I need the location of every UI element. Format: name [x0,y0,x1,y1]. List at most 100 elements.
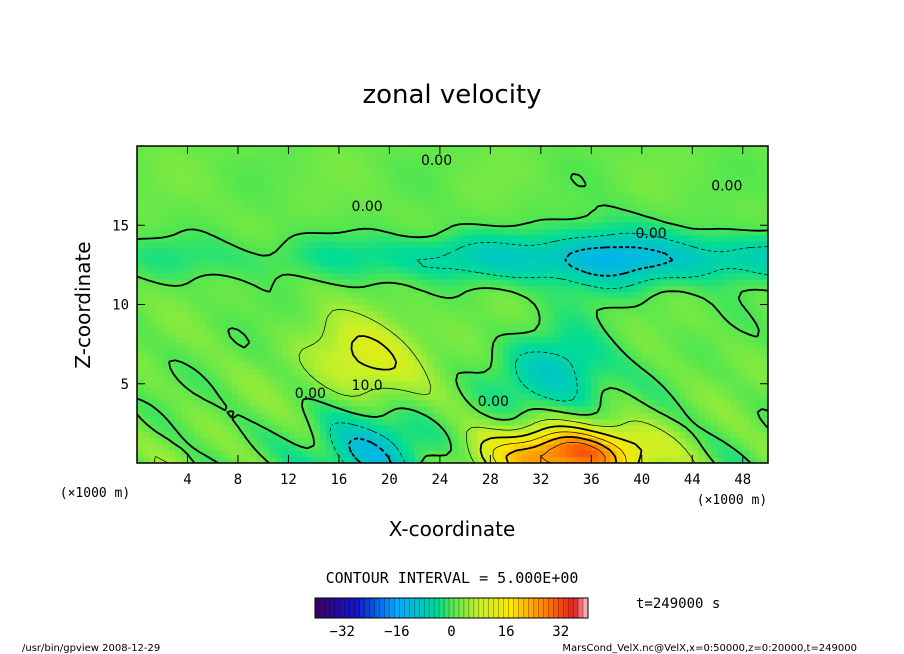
heatmap-cell [534,260,542,268]
heatmap-cell [490,317,498,325]
heatmap-cell [654,196,662,204]
heatmap-cell [439,361,447,369]
heatmap-cell [585,342,592,350]
heatmap-cell [439,260,447,268]
heatmap-cell [244,405,252,413]
heatmap-cell [471,367,479,375]
heatmap-cell [685,215,693,223]
heatmap-cell [736,317,744,325]
heatmap-cell [591,304,599,312]
heatmap-cell [143,304,151,312]
heatmap-cell [667,215,674,223]
heatmap-cell [616,342,624,350]
heatmap-cell [389,260,397,268]
heatmap-cell [313,234,321,242]
heatmap-cell [332,171,340,179]
heatmap-cell [446,279,454,287]
heatmap-cell [433,203,441,210]
heatmap-cell [231,203,239,210]
heatmap-cell [585,361,592,369]
heatmap-cell [168,228,176,236]
heatmap-cell [477,298,485,306]
heatmap-cell [698,412,706,420]
heatmap-cell [736,437,744,445]
heatmap-cell [572,342,580,350]
heatmap-cell [742,222,750,230]
heatmap-cell [730,367,738,375]
heatmap-cell [364,203,372,210]
heatmap-cell [345,165,353,172]
heatmap-cell [439,399,447,407]
heatmap-cell [383,253,390,261]
heatmap-cell [250,228,258,236]
heatmap-cell [162,291,170,299]
heatmap-cell [490,399,498,407]
heatmap-cell [749,190,756,198]
heatmap-cell [572,355,580,363]
heatmap-cell [698,317,706,325]
heatmap-cell [408,196,416,204]
heatmap-cell [206,386,214,394]
heatmap-cell [622,361,630,369]
heatmap-cell [294,209,302,217]
heatmap-cell [742,184,750,191]
heatmap-cell [755,260,763,268]
heatmap-cell [446,374,454,382]
heatmap-cell [591,285,599,293]
heatmap-cell [263,152,271,160]
heatmap-cell [528,456,536,463]
heatmap-cell [673,450,681,458]
heatmap-cell [730,374,738,382]
heatmap-cell [250,456,258,463]
heatmap-cell [212,374,220,382]
heatmap-cell [730,310,738,318]
heatmap-cell [269,304,277,312]
heatmap-cell [616,399,624,407]
heatmap-cell [364,285,372,293]
heatmap-cell [351,367,359,375]
heatmap-cell [515,317,523,325]
heatmap-cell [275,279,283,287]
heatmap-cell [711,152,719,160]
heatmap-cell [761,177,768,185]
heatmap-cell [685,424,693,432]
heatmap-cell [275,367,283,375]
heatmap-cell [313,355,321,363]
heatmap-cell [547,184,555,191]
heatmap-cell [616,424,624,432]
heatmap-cell [534,215,542,223]
heatmap-cell [275,431,283,439]
heatmap-cell [193,304,201,312]
heatmap-cell [641,418,649,426]
heatmap-cell [667,329,674,337]
heatmap-cell [660,355,668,363]
heatmap-cell [332,260,340,268]
heatmap-cell [749,443,756,451]
heatmap-cell [357,342,365,350]
heatmap-cell [452,279,460,287]
heatmap-cell [439,146,447,153]
heatmap-cell [578,367,586,375]
heatmap-cell [269,190,277,198]
heatmap-cell [685,190,693,198]
heatmap-cell [288,152,296,160]
heatmap-cell [313,450,321,458]
heatmap-cell [244,241,252,249]
heatmap-cell [212,424,220,432]
heatmap-cell [585,279,592,287]
heatmap-cell [420,304,428,312]
heatmap-cell [332,310,340,318]
heatmap-cell [402,253,409,261]
heatmap-cell [326,418,334,426]
heatmap-cell [679,196,687,204]
heatmap-cell [629,310,637,318]
heatmap-cell [484,228,491,236]
heatmap-cell [402,380,409,388]
heatmap-cell [370,412,378,420]
heatmap-cell [294,165,302,172]
heatmap-cell [484,342,491,350]
heatmap-cell [578,329,586,337]
heatmap-cell [585,228,592,236]
heatmap-cell [547,323,555,331]
heatmap-cell [730,412,738,420]
